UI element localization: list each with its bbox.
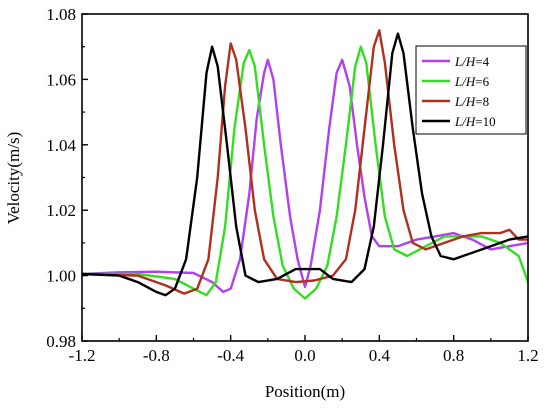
x-tick-label: -0.4 <box>217 346 244 365</box>
x-axis: -1.2 -0.8 -0.4 0.0 0.4 0.8 1.2 <box>69 335 539 365</box>
x-tick-label: 0.0 <box>294 346 315 365</box>
series-line-4 <box>81 32 529 297</box>
series-line-3 <box>81 29 528 295</box>
x-axis-title: Position(m) <box>265 382 345 401</box>
series-lines <box>81 29 530 300</box>
legend-label: L/H=8 <box>454 94 489 109</box>
series-line-2 <box>82 45 530 300</box>
x-tick-label: -1.2 <box>69 346 96 365</box>
y-tick-label: 0.98 <box>46 332 76 351</box>
y-tick-label: 1.06 <box>46 70 76 89</box>
x-tick-label: 0.4 <box>369 346 391 365</box>
legend: L/H=4 L/H=6 L/H=8 L/H=10 <box>415 45 527 135</box>
y-axis-title: Velocity(m/s) <box>4 132 23 225</box>
y-tick-label: 1.08 <box>46 5 76 24</box>
y-axis: 0.98 1.00 1.02 1.04 1.06 1.08 <box>46 5 88 351</box>
legend-label: L/H=10 <box>454 114 496 129</box>
legend-label: L/H=6 <box>454 74 490 89</box>
y-tick-label: 1.02 <box>46 201 76 220</box>
y-tick-label: 1.00 <box>46 267 76 286</box>
y-tick-label: 1.04 <box>46 136 76 155</box>
x-tick-label: 1.2 <box>517 346 538 365</box>
series-line-1 <box>81 58 529 294</box>
legend-label: L/H=4 <box>454 54 490 69</box>
x-tick-label: -0.8 <box>143 346 170 365</box>
x-tick-label: 0.8 <box>443 346 464 365</box>
